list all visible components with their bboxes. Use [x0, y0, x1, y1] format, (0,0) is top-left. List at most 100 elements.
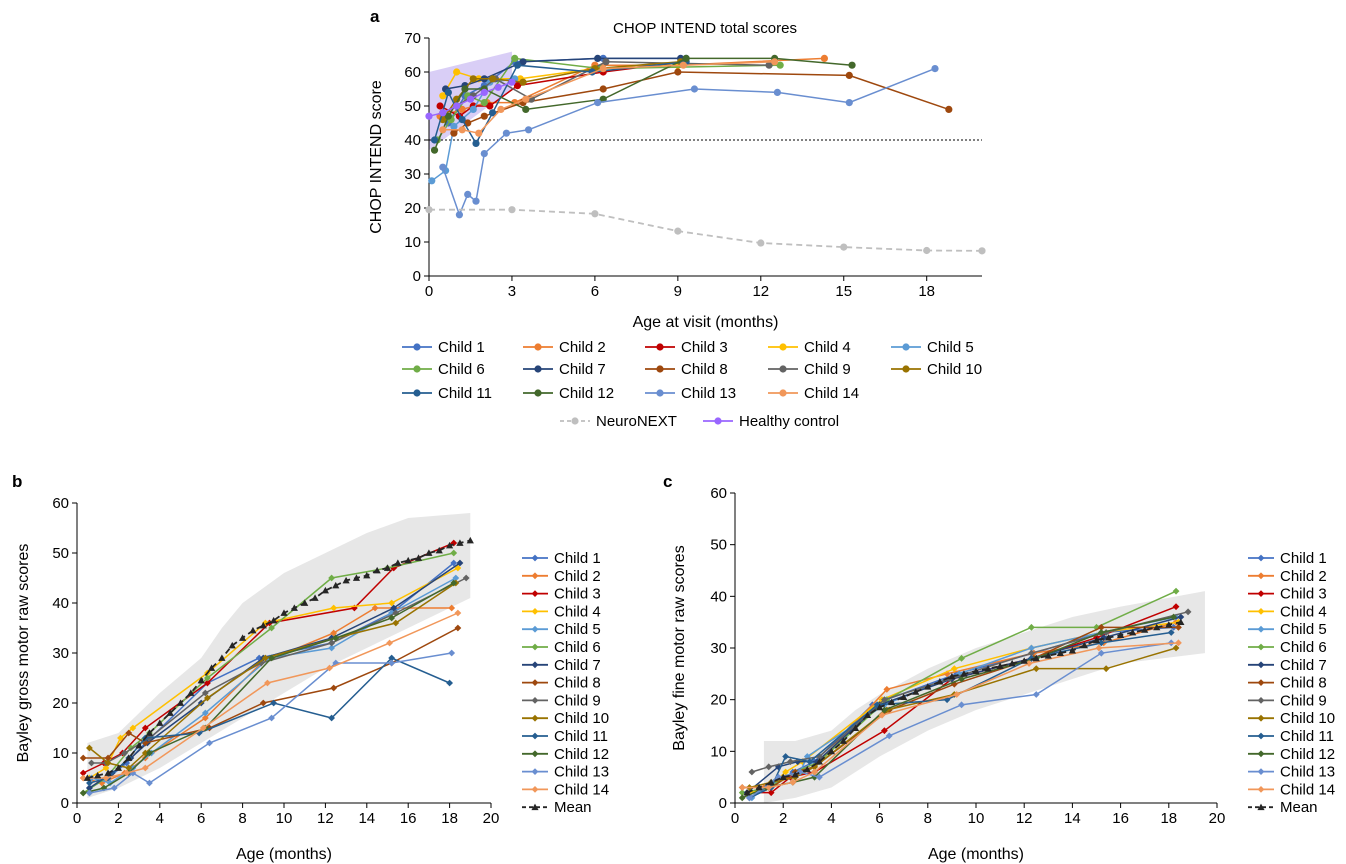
data-point — [466, 95, 475, 103]
data-point — [1167, 629, 1175, 636]
data-point — [330, 604, 338, 612]
data-point — [228, 641, 236, 649]
data-point — [394, 559, 402, 566]
y-tick-label: 60 — [404, 64, 421, 81]
data-point — [511, 54, 519, 63]
data-point — [1097, 649, 1105, 657]
data-point — [135, 741, 143, 749]
x-tick-label: 10 — [276, 810, 293, 827]
data-point — [738, 784, 746, 791]
legend-label: Child 5 — [927, 339, 974, 356]
data-point — [881, 706, 888, 714]
legend-label: Healthy control — [739, 413, 839, 430]
y-tick-label: 40 — [404, 132, 421, 149]
data-point — [448, 649, 456, 657]
series-healthy-control — [425, 78, 516, 120]
data-point — [350, 604, 358, 612]
data-point — [462, 574, 470, 582]
data-point — [450, 122, 458, 130]
data-point — [435, 546, 443, 554]
data-point — [599, 65, 607, 73]
data-point — [204, 694, 211, 702]
data-point — [1153, 623, 1161, 631]
data-point — [125, 729, 133, 737]
series-mean — [83, 536, 474, 781]
y-tick-label: 60 — [710, 485, 727, 502]
data-point — [765, 784, 773, 791]
data-point — [878, 711, 886, 719]
data-point — [1095, 644, 1103, 652]
x-tick-label: 2 — [779, 810, 787, 827]
data-point — [771, 58, 779, 66]
data-point — [803, 765, 811, 773]
data-point — [280, 609, 288, 616]
y-tick-label: 40 — [52, 595, 69, 612]
legend-marker — [1257, 572, 1265, 580]
data-point — [888, 698, 896, 706]
legend-marker — [531, 697, 539, 704]
data-point — [883, 685, 891, 693]
legend-item-child-3: Child 3 — [1248, 586, 1327, 603]
legend-label: Child 7 — [1280, 657, 1327, 674]
data-point — [326, 664, 333, 672]
legend-label: Child 14 — [804, 385, 859, 402]
legend-marker — [779, 365, 787, 373]
data-point — [475, 129, 483, 137]
legend-item-healthy-control: Healthy control — [703, 413, 839, 430]
y-tick-label: 50 — [710, 537, 727, 554]
series-line — [429, 208, 983, 252]
data-point — [446, 679, 453, 687]
data-point — [328, 574, 336, 582]
legend-item-child-10: Child 10 — [1248, 710, 1335, 727]
data-point — [1028, 644, 1035, 652]
data-point — [488, 109, 497, 117]
legend-label: Child 7 — [559, 361, 606, 378]
legend-item-child-7: Child 7 — [523, 361, 606, 378]
data-point — [311, 594, 319, 601]
x-tick-label: 6 — [197, 810, 205, 827]
legend-item-child-3: Child 3 — [522, 586, 601, 603]
legend-marker — [531, 714, 539, 722]
legend-marker — [1257, 554, 1265, 562]
x-axis-label: Age (months) — [236, 846, 332, 863]
legend-marker — [1257, 661, 1265, 669]
data-point — [746, 794, 753, 802]
y-axis-label: CHOP INTEND score — [368, 80, 385, 234]
legend-item-child-9: Child 9 — [768, 361, 851, 378]
data-point — [125, 764, 133, 772]
legend-marker — [571, 417, 579, 425]
legend-label: Child 8 — [554, 675, 601, 692]
legend-marker — [902, 343, 910, 351]
legend-label: Child 13 — [681, 385, 736, 402]
legend-item-child-12: Child 12 — [523, 385, 614, 402]
data-point — [86, 784, 93, 792]
data-point — [204, 674, 211, 682]
x-axis-label: Age at visit (months) — [633, 314, 779, 331]
legend-label: Mean — [554, 799, 592, 816]
series-child-14 — [439, 58, 779, 137]
data-point — [958, 654, 965, 662]
legend-item-child-11: Child 11 — [402, 385, 492, 402]
legend-item-child-5: Child 5 — [1248, 621, 1327, 638]
data-point — [388, 599, 396, 607]
legend-marker — [531, 786, 539, 793]
data-point — [502, 129, 511, 137]
data-point — [425, 112, 433, 120]
data-point — [176, 699, 185, 706]
y-tick-label: 10 — [52, 745, 69, 762]
data-point — [480, 112, 488, 120]
data-point — [782, 753, 790, 760]
data-point — [450, 559, 458, 567]
legend-label: Child 13 — [554, 764, 609, 781]
gross-motor-chart: 0 2 4 6 8 10 12 14 16 18 20 0 10 20 30 40 50 60 Age (month… — [15, 495, 609, 863]
data-point — [450, 579, 458, 587]
data-point — [779, 773, 787, 781]
data-point — [508, 206, 516, 214]
data-point — [497, 105, 505, 113]
legend-label: Child 9 — [804, 361, 851, 378]
y-tick-label: 30 — [710, 640, 727, 657]
data-point — [480, 88, 488, 96]
legend-item-mean: Mean — [522, 799, 592, 816]
x-tick-label: 20 — [1209, 810, 1226, 827]
data-point — [996, 662, 1004, 669]
